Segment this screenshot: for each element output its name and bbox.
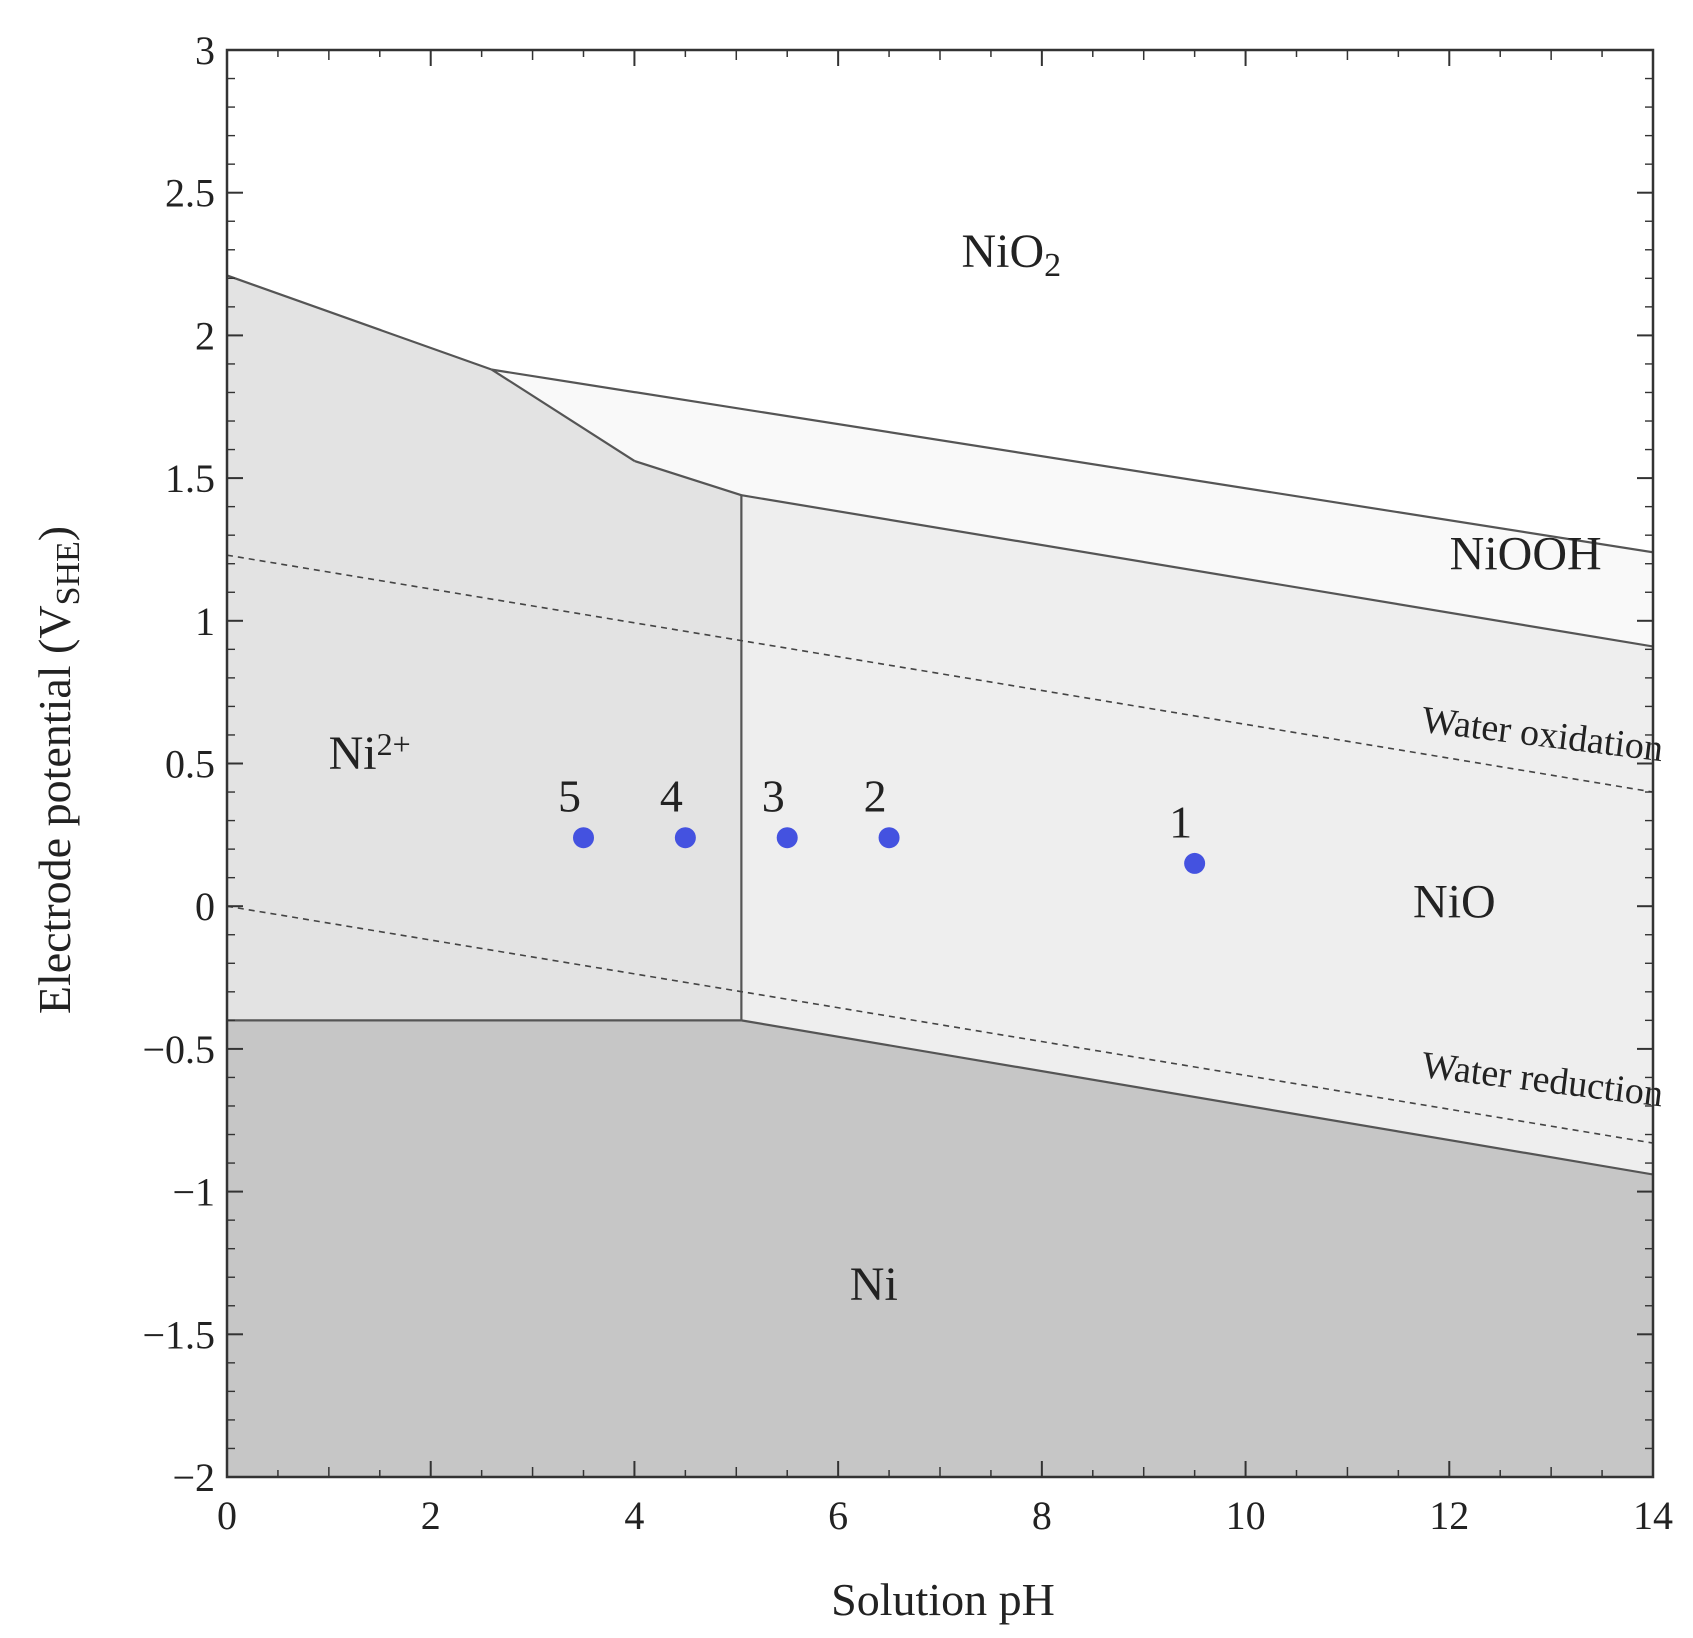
data-point-label-5: 5 xyxy=(558,771,581,822)
y-tick-label: 1 xyxy=(195,599,215,644)
x-tick-label: 14 xyxy=(1633,1493,1673,1538)
y-tick-label: −1.5 xyxy=(142,1312,215,1357)
y-tick-label: 0.5 xyxy=(165,742,215,787)
stability-regions xyxy=(227,50,1653,1477)
y-tick-label: −1 xyxy=(172,1170,215,1215)
y-axis-title: Electrode potential (VSHE) xyxy=(29,526,87,1014)
boundary-nio-niooh xyxy=(741,494,1654,648)
y-tick-label: 2 xyxy=(195,313,215,358)
region-label-nio: NiO xyxy=(1413,876,1496,929)
boundary-ni2-niooh-a xyxy=(491,368,636,462)
data-point-2 xyxy=(878,827,900,849)
region-nio2 xyxy=(227,50,1653,553)
x-tick-label: 12 xyxy=(1429,1493,1469,1538)
x-tick-label: 10 xyxy=(1226,1493,1266,1538)
boundary-ni2-niooh-b xyxy=(634,459,742,497)
axis-ticks: 0 2 4 6 8 10 12 14−2−1.5−1−0.500.511.522.53 xyxy=(142,28,1673,1538)
data-point-4 xyxy=(674,827,696,849)
data-points: 1 2 3 4 5 xyxy=(558,771,1206,874)
data-point-1 xyxy=(1184,852,1206,874)
line-water-oxidation xyxy=(226,554,1654,793)
x-tick-label: 2 xyxy=(421,1493,441,1538)
x-tick-label: 8 xyxy=(1032,1493,1052,1538)
region-label-niooh: NiOOH xyxy=(1450,527,1602,580)
data-point-5 xyxy=(573,827,594,849)
region-ni2 xyxy=(227,275,742,1021)
data-point-label-2: 2 xyxy=(864,771,887,822)
x-tick-label: 6 xyxy=(828,1493,848,1538)
y-tick-label: 3 xyxy=(195,28,215,73)
y-axis-title-close: ) xyxy=(29,526,80,541)
region-label-superscript: 2+ xyxy=(377,726,411,762)
y-axis-title-subscript: SHE xyxy=(50,541,87,605)
y-tick-label: −2 xyxy=(172,1455,215,1500)
x-axis-title: Solution pH xyxy=(831,1574,1055,1625)
y-tick-label: 1.5 xyxy=(165,456,215,501)
y-tick-label: −0.5 xyxy=(142,1027,215,1072)
data-point-label-3: 3 xyxy=(762,771,785,822)
boundary-niooh-nio2 xyxy=(491,368,1654,554)
x-tick-label: 4 xyxy=(624,1493,644,1538)
region-nio xyxy=(741,495,1653,1175)
region-label-nio2: NiO2 xyxy=(961,225,1061,284)
y-axis-title-main: Electrode potential (V xyxy=(29,605,80,1014)
region-label-base: NiO xyxy=(961,225,1044,278)
region-niooh xyxy=(491,369,1653,647)
y-tick-label: 0 xyxy=(195,884,215,929)
region-ni xyxy=(227,1020,1653,1477)
x-tick-label: 0 xyxy=(217,1493,237,1538)
data-point-3 xyxy=(776,827,798,849)
region-label-subscript: 2 xyxy=(1044,246,1061,283)
y-tick-label: 2.5 xyxy=(165,171,215,216)
data-point-label-4: 4 xyxy=(660,771,683,822)
region-label-base: Ni xyxy=(329,727,377,780)
boundary-ni-nio xyxy=(741,1019,1654,1176)
data-point-label-1: 1 xyxy=(1169,796,1192,847)
region-label-ni2: Ni2+ xyxy=(329,726,411,780)
line-water-reduction xyxy=(226,905,1654,1144)
phase-boundaries xyxy=(226,274,1654,1176)
region-label-ni: Ni xyxy=(850,1258,898,1311)
boundary-ni2-nio2 xyxy=(226,274,493,371)
